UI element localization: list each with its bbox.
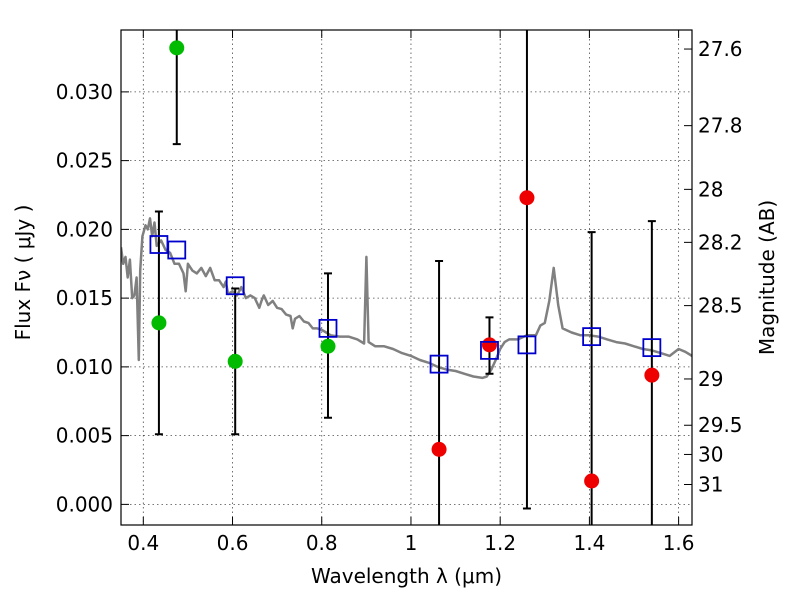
x-tick-label: 1: [405, 531, 418, 555]
right-tick-label: 28.5: [698, 294, 743, 318]
y-tick-label: 0.000: [56, 492, 113, 516]
model-point: [582, 327, 602, 347]
upper-limit-point: [644, 367, 660, 383]
right-tick-label: 30: [698, 442, 723, 466]
y-tick-label: 0.025: [56, 149, 113, 173]
x-tick-label: 1.6: [663, 531, 695, 555]
y-tick-label: 0.005: [56, 424, 113, 448]
model-point: [167, 240, 187, 260]
model-point: [225, 276, 245, 296]
model-points: [149, 235, 662, 374]
upper-limit-point: [584, 473, 600, 489]
template-spectrum: [121, 217, 692, 380]
y-tick-label: 0.030: [56, 80, 113, 104]
detected-point: [151, 315, 167, 331]
detected-point: [227, 353, 243, 369]
model-point: [642, 338, 662, 358]
upper-limit-point: [481, 337, 497, 353]
right-tick-label: 29: [698, 367, 723, 391]
axis-ticks: 0.4 0.6 0.8 1 1.2 1.4 1.6 0.000 0.005 0.010 0.015 0…: [56, 30, 743, 555]
x-tick-label: 0.8: [306, 531, 338, 555]
model-point: [318, 318, 338, 338]
model-point: [480, 340, 499, 360]
x-axis-label: Wavelength λ (μm): [311, 564, 502, 588]
plot-frame: [120, 29, 693, 526]
upper-limit-point: [519, 190, 535, 206]
right-axis-label: Magnitude (AB): [755, 200, 779, 355]
y-tick-label: 0.020: [56, 217, 113, 241]
model-point: [517, 335, 537, 355]
x-tick-label: 1.2: [484, 531, 516, 555]
detected-point: [320, 338, 336, 354]
right-tick-label: 27.6: [698, 37, 743, 61]
upper-limit-point: [431, 441, 447, 457]
x-tick-label: 1.4: [573, 531, 605, 555]
detected-point: [169, 40, 185, 56]
y-tick-label: 0.010: [56, 355, 113, 379]
right-tick-label: 27.8: [698, 114, 743, 138]
right-tick-label: 31: [698, 472, 723, 496]
template-spectrum-line: [121, 217, 692, 380]
model-point: [429, 354, 449, 374]
x-tick-label: 0.6: [217, 531, 249, 555]
y-tick-label: 0.015: [56, 286, 113, 310]
right-tick-label: 29.5: [698, 413, 743, 437]
right-tick-label: 28: [698, 177, 723, 201]
y-axis-label: Flux Fν ( μJy ): [11, 205, 35, 341]
x-tick-label: 0.4: [127, 531, 159, 555]
right-tick-label: 28.2: [698, 230, 743, 254]
